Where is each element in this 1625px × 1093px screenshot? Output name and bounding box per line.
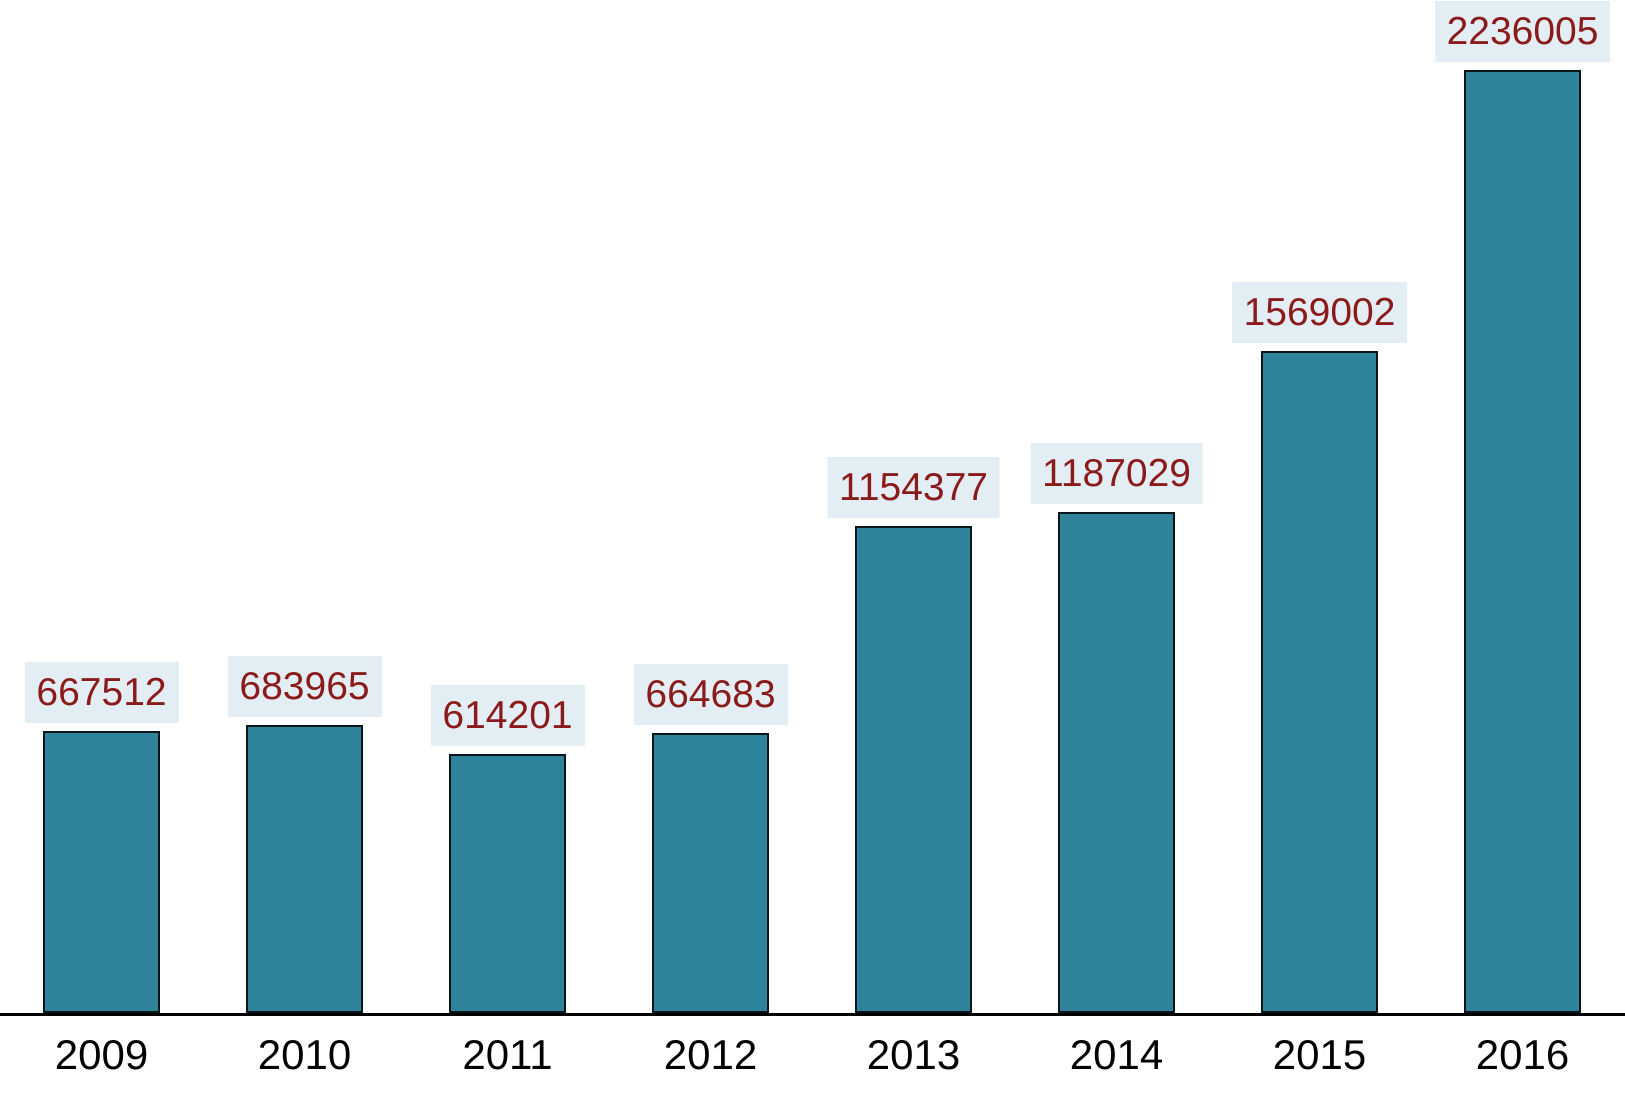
value-label-2016: 2236005 xyxy=(1434,1,1611,62)
value-label-2009: 667512 xyxy=(24,662,179,723)
bar-2013 xyxy=(855,526,972,1013)
x-tick-2011: 2011 xyxy=(462,1031,553,1078)
bar-2014 xyxy=(1058,512,1175,1013)
x-tick-2015: 2015 xyxy=(1272,1031,1367,1078)
value-label-2015: 1569002 xyxy=(1231,282,1408,343)
bar-2010 xyxy=(246,725,363,1013)
x-tick-2012: 2012 xyxy=(663,1031,758,1078)
value-label-2012: 664683 xyxy=(633,664,788,725)
x-tick-2014: 2014 xyxy=(1069,1031,1164,1078)
x-tick-2010: 2010 xyxy=(257,1031,352,1078)
value-label-2011: 614201 xyxy=(430,685,585,746)
bar-2011 xyxy=(449,754,566,1013)
bar-2016 xyxy=(1464,70,1581,1013)
value-label-2013: 1154377 xyxy=(827,457,1000,518)
x-tick-2009: 2009 xyxy=(54,1031,149,1078)
x-axis-line xyxy=(0,1013,1625,1016)
x-tick-2016: 2016 xyxy=(1475,1031,1570,1078)
x-tick-2013: 2013 xyxy=(866,1031,961,1078)
bar-2015 xyxy=(1261,351,1378,1013)
bar-2009 xyxy=(43,731,160,1013)
bar-2012 xyxy=(652,733,769,1013)
value-label-2010: 683965 xyxy=(227,656,382,717)
value-label-2014: 1187029 xyxy=(1030,443,1203,504)
